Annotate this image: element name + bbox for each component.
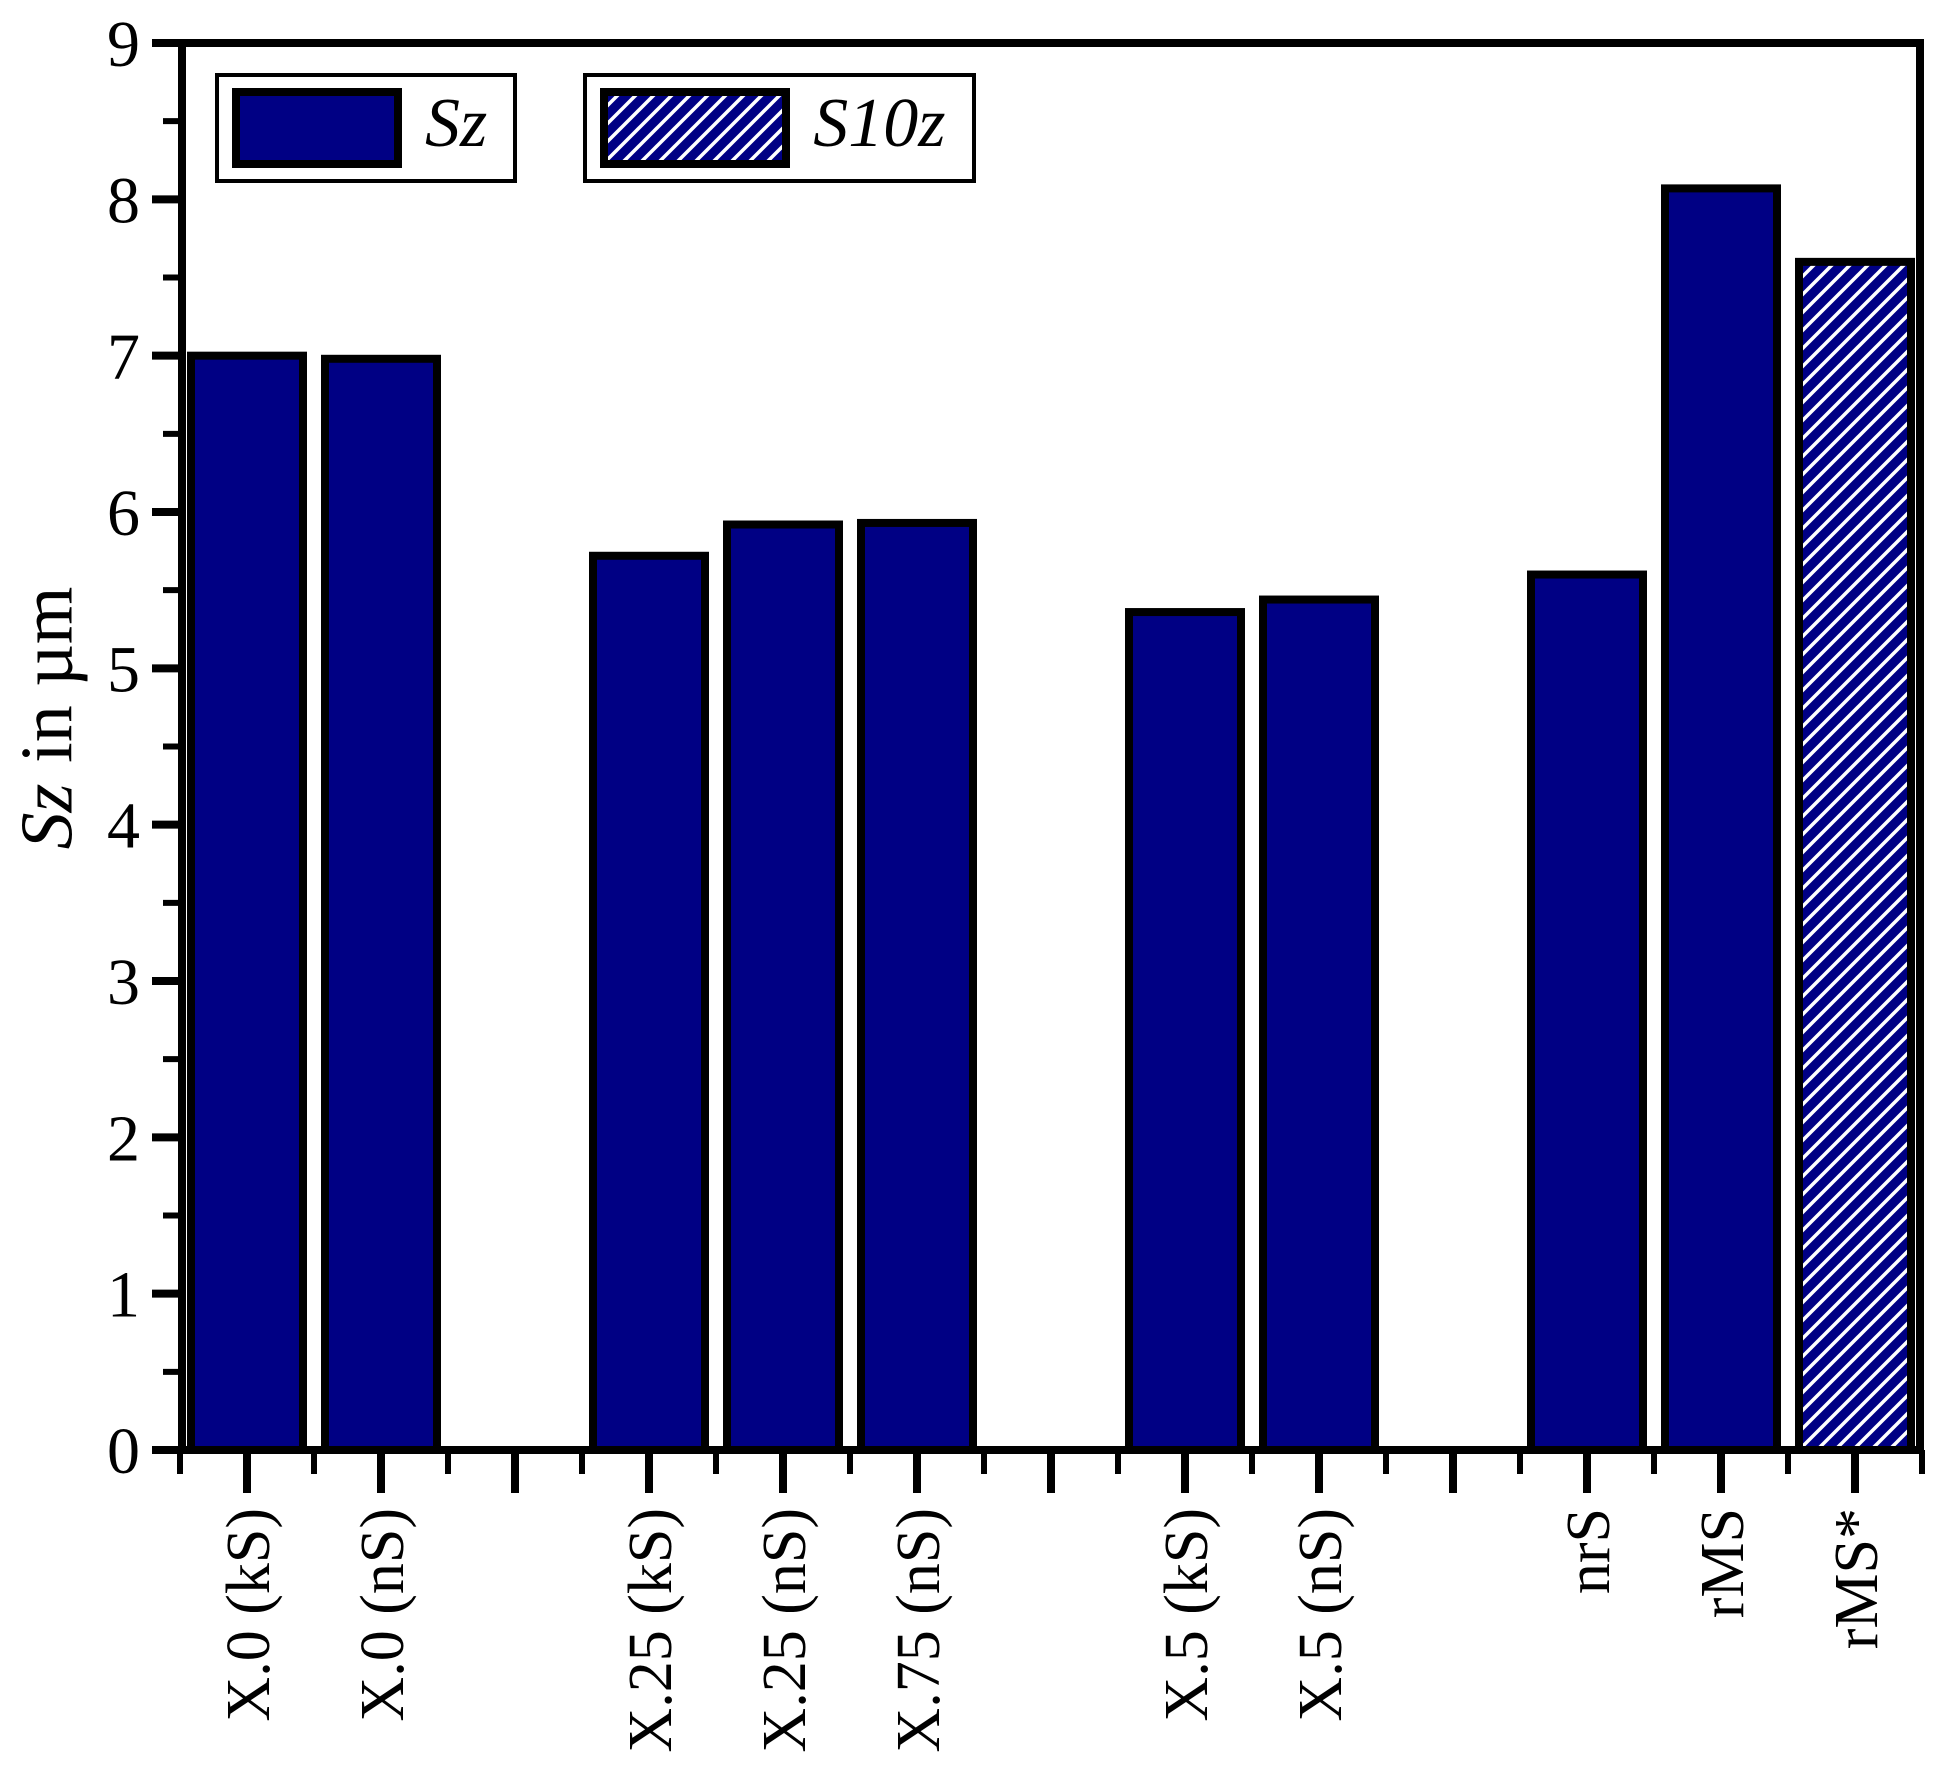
legend-swatch-hatched: [600, 88, 791, 168]
x-tick-label-6: X.5 (nS): [1287, 1508, 1355, 1722]
y-axis-title-units: in µm: [6, 586, 89, 763]
bar-8: [1661, 184, 1781, 1454]
x-tick-label-2: X.25 (kS): [617, 1508, 685, 1753]
bars-layer: [187, 184, 1915, 1455]
y-tick-label-1: 1: [107, 1259, 140, 1332]
y-tick-label-7: 7: [107, 321, 140, 394]
bar-5: [1125, 608, 1245, 1454]
x-tick-label-8: rMS: [1689, 1508, 1757, 1618]
legend-label-s10z: S10z: [813, 85, 946, 162]
bar-1: [321, 354, 441, 1454]
x-tick-label-5: X.5 (kS): [1153, 1508, 1221, 1722]
legend-item-s10z: S10z: [583, 73, 976, 183]
x-tick-label-1: X.0 (nS): [349, 1508, 417, 1722]
bar-7: [1527, 570, 1647, 1454]
x-tick-label-0: X.0 (kS): [215, 1508, 283, 1722]
bar-2: [589, 551, 709, 1454]
bar-0: [187, 351, 307, 1455]
y-tick-label-6: 6: [107, 477, 140, 550]
x-tick-label-9: rMS*: [1823, 1508, 1891, 1649]
x-tick-label-7: nrS: [1555, 1508, 1623, 1594]
legend-swatch-solid: [232, 88, 402, 168]
y-axis-title-symbol: Sz: [6, 783, 89, 850]
x-tick-label-3: X.25 (nS): [751, 1508, 819, 1753]
bar-3: [723, 520, 843, 1454]
y-axis-title: Sz in µm: [6, 587, 91, 850]
y-tick-label-5: 5: [107, 633, 140, 706]
y-tick-label-2: 2: [107, 1102, 140, 1175]
axis-labels-layer: 0 1 2 3 4 5 6 7 8 9 X.0 (kS) X.0 (nS) X.25 (kS) X.25 …: [107, 8, 1891, 1753]
y-tick-label-0: 0: [107, 1415, 140, 1488]
x-tick-label-4: X.75 (nS): [885, 1508, 953, 1753]
plot-frame: [178, 39, 1924, 1454]
y-tick-label-8: 8: [107, 164, 140, 237]
axes-layer: [152, 39, 1925, 1493]
legend-item-sz: Sz: [215, 73, 518, 183]
y-tick-label-4: 4: [107, 790, 140, 863]
y-tick-label-9: 9: [107, 8, 140, 81]
bar-9: [1795, 257, 1915, 1454]
bar-4: [857, 518, 977, 1454]
legend: Sz S10z: [215, 73, 976, 183]
y-tick-label-3: 3: [107, 946, 140, 1019]
legend-label-sz: Sz: [425, 85, 488, 162]
bar-6: [1259, 595, 1379, 1454]
